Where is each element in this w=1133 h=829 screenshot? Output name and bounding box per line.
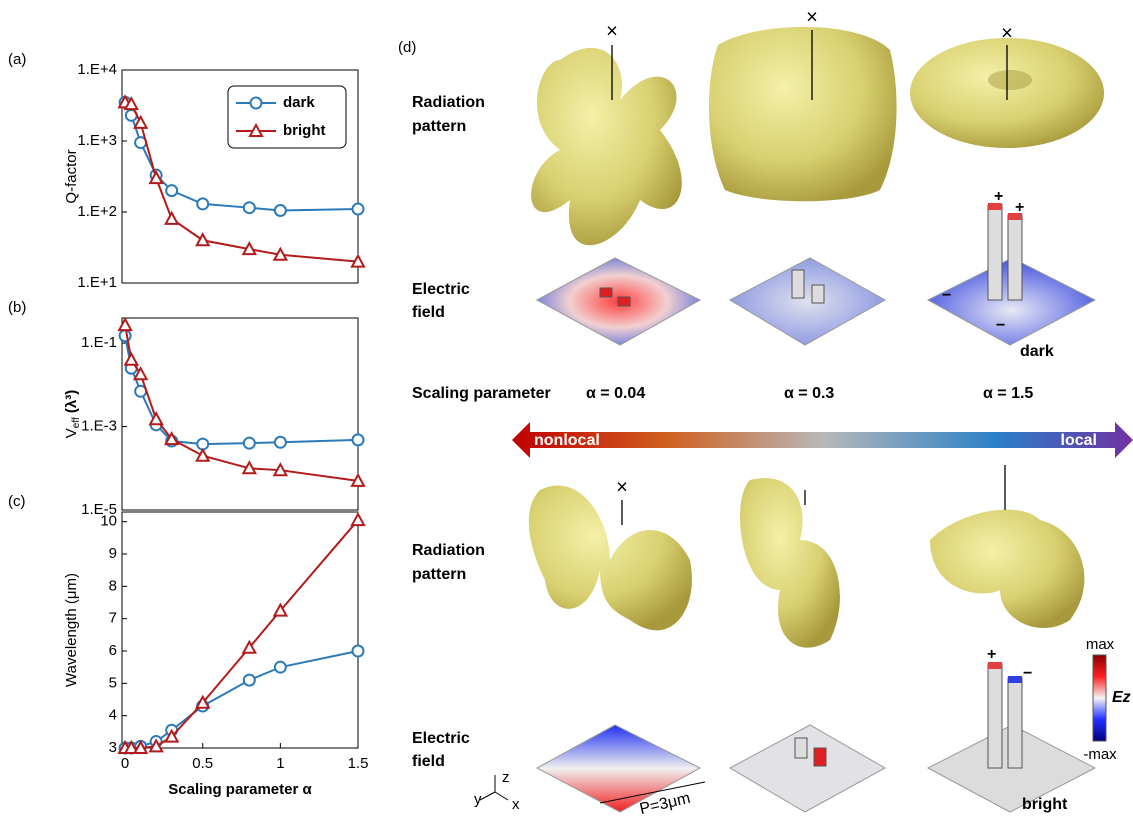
x-tick-label: 1 xyxy=(276,755,284,772)
y-tick-label: 1.E+1 xyxy=(77,274,117,291)
sign: + xyxy=(994,188,1003,205)
marker xyxy=(244,438,255,449)
panel-label: (a) xyxy=(8,51,26,68)
y-tick-label: 1.E+2 xyxy=(77,203,117,220)
marker xyxy=(119,319,131,330)
row-label: Radiation xyxy=(412,94,485,111)
mode-label: bright xyxy=(1022,796,1068,813)
x-tick-label: 1.5 xyxy=(348,755,369,772)
sign: − xyxy=(942,287,951,304)
x-tick-label: 0 xyxy=(121,755,129,772)
y-tick-label: 8 xyxy=(109,577,117,594)
y-tick-label: 1.E-1 xyxy=(81,334,117,351)
y-axis-label: Wavelength (μm) xyxy=(63,573,80,687)
x-tick-label: 0.5 xyxy=(192,755,213,772)
axis-y: y xyxy=(474,791,482,808)
colorbar-min: -max xyxy=(1083,746,1117,763)
marker xyxy=(244,675,255,686)
marker xyxy=(197,198,208,209)
marker xyxy=(353,646,364,657)
marker xyxy=(166,213,178,224)
marker xyxy=(352,514,364,525)
row-label: Radiation xyxy=(412,542,485,559)
row-label: pattern xyxy=(412,566,466,583)
row-label: field xyxy=(412,753,445,770)
cross: × xyxy=(616,476,628,498)
alpha: α = 0.3 xyxy=(784,385,834,402)
marker xyxy=(353,434,364,445)
panel-label: (d) xyxy=(398,39,416,56)
sign: − xyxy=(1023,665,1032,682)
marker xyxy=(120,330,131,341)
panel-label: (b) xyxy=(8,299,26,316)
marker xyxy=(244,202,255,213)
alpha: α = 0.04 xyxy=(586,385,645,402)
cross: × xyxy=(1001,22,1013,44)
y-tick-label: 10 xyxy=(100,513,117,530)
legend-label: dark xyxy=(283,94,315,111)
y-label-main: V xyxy=(63,428,80,438)
row-label: Electric xyxy=(412,281,470,298)
marker xyxy=(275,205,286,216)
charts: (a) 1.E+1 1.E+2 1.E+3 1.E+4 Q-factor dark brigh… xyxy=(8,51,368,798)
y-tick-label: 7 xyxy=(109,610,117,627)
marker xyxy=(125,354,137,365)
y-tick-label: 1.E+3 xyxy=(77,132,117,149)
y-tick-label: 6 xyxy=(109,642,117,659)
sign: + xyxy=(987,646,996,663)
panel-label: (c) xyxy=(8,493,26,510)
mode-label: dark xyxy=(1020,343,1054,360)
y-axis-label: Q-factor xyxy=(63,149,80,203)
series-line xyxy=(125,325,358,481)
y-tick-label: 4 xyxy=(109,707,117,724)
marker xyxy=(197,450,209,461)
y-axis-label: Veff (λ³) xyxy=(63,390,82,438)
marker xyxy=(275,662,286,673)
sign: − xyxy=(996,317,1005,334)
marker xyxy=(166,185,177,196)
row-label: Electric xyxy=(412,730,470,747)
figure: (d) Radiation pattern Electric field dar… xyxy=(0,0,1133,829)
x-axis-label: Scaling parameter α xyxy=(168,781,312,798)
y-tick-label: 1.E+4 xyxy=(77,61,117,78)
y-tick-label: 9 xyxy=(109,545,117,562)
colorbar-label: Ez xyxy=(1112,689,1131,706)
y-tick-label: 5 xyxy=(109,674,117,691)
sign: + xyxy=(1015,199,1024,216)
axis-z: z xyxy=(502,769,510,786)
plot-frame xyxy=(122,512,358,748)
cross: × xyxy=(806,6,818,28)
legend-label: bright xyxy=(283,122,326,139)
cross: × xyxy=(606,20,618,42)
arrow-label: nonlocal xyxy=(534,432,600,449)
series-line xyxy=(125,520,358,748)
legend-marker xyxy=(251,98,262,109)
row-label: pattern xyxy=(412,118,466,135)
arrow-label: local xyxy=(1061,432,1097,449)
marker xyxy=(197,234,209,245)
series-line xyxy=(125,651,358,748)
alpha: α = 1.5 xyxy=(983,385,1033,402)
marker xyxy=(275,437,286,448)
y-label-sub: eff xyxy=(71,417,82,428)
y-label-rest: (λ³) xyxy=(63,390,80,418)
axis-x: x xyxy=(512,796,520,813)
marker xyxy=(353,204,364,215)
renders xyxy=(480,27,1133,812)
scaling-label: Scaling parameter xyxy=(412,385,551,402)
y-tick-label: 1.E-3 xyxy=(81,418,117,435)
y-tick-label: 3 xyxy=(109,739,117,756)
row-label: field xyxy=(412,304,445,321)
colorbar-max: max xyxy=(1086,636,1115,653)
